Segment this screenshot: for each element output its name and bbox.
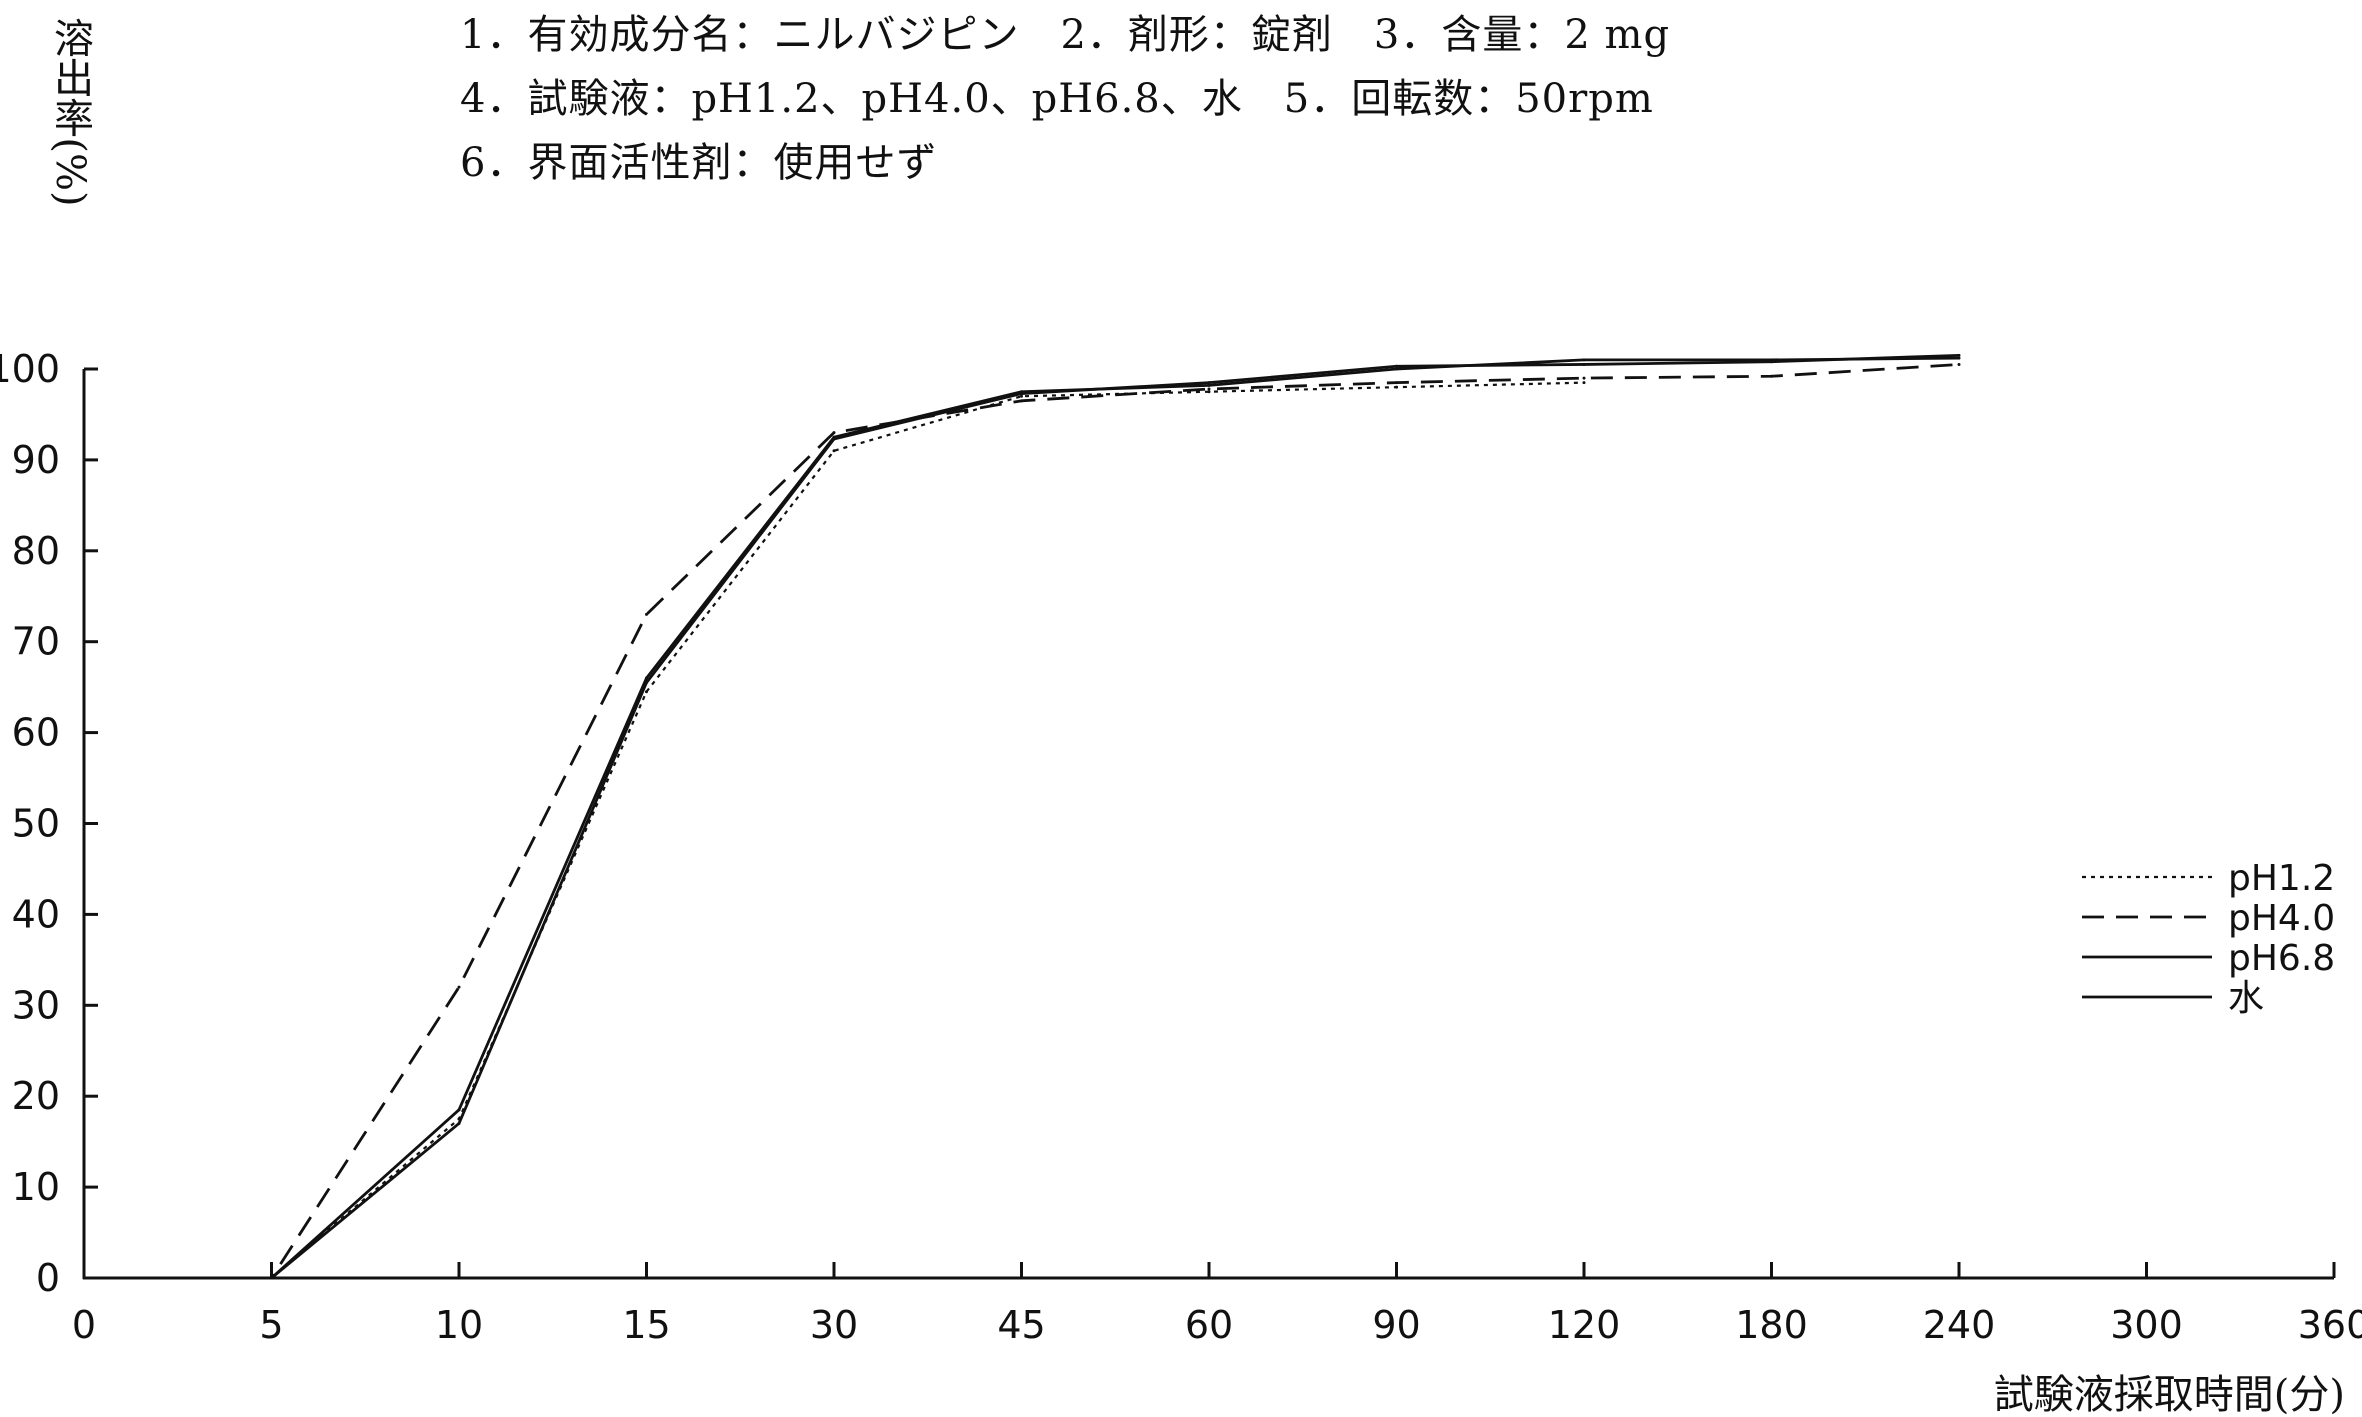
x-tick-label: 240 <box>1923 1303 1996 1347</box>
x-tick-label: 5 <box>259 1303 283 1347</box>
series-line-pH4.0 <box>84 363 1960 1280</box>
series-point <box>1582 376 1586 380</box>
series-point <box>645 690 648 694</box>
y-tick-label: 40 <box>12 892 60 936</box>
series-point <box>1020 392 1023 396</box>
x-tick-label: 30 <box>810 1303 858 1347</box>
series-point <box>832 437 836 441</box>
series-line-pH6.8 <box>84 356 1960 1280</box>
series-point <box>1207 387 1211 391</box>
series-point <box>1207 383 1211 387</box>
legend-label: pH1.2 <box>2228 858 2335 899</box>
y-tick-label: 20 <box>12 1074 60 1118</box>
x-axis-title: 試験液採取時間(分) <box>1994 1372 2345 1417</box>
chart-series <box>82 353 1961 1280</box>
series-point <box>1020 399 1023 403</box>
x-tick-label: 60 <box>1185 1303 1233 1347</box>
legend-label: 水 <box>2228 978 2264 1019</box>
x-tick-label: 120 <box>1548 1303 1621 1347</box>
series-point <box>457 985 461 989</box>
series-point <box>1395 385 1398 389</box>
x-tick-label: 0 <box>72 1303 96 1347</box>
series-point <box>1020 394 1023 398</box>
x-tick-label: 360 <box>2298 1303 2362 1347</box>
series-point <box>457 1108 461 1112</box>
series-point <box>1770 374 1773 378</box>
header-line-2: 4．試験液：pH1.2、pH4.0、pH6.8、水 5．回転数：50rpm <box>460 76 1654 122</box>
x-tick-label: 15 <box>622 1303 670 1347</box>
series-point <box>1957 356 1961 360</box>
series-point <box>1395 367 1398 371</box>
series-point <box>1957 353 1961 357</box>
header-line-3: 6．界面活性剤：使用せず <box>460 140 938 186</box>
series-point <box>832 431 836 435</box>
y-axis-title: 溶出率(%) <box>47 17 93 206</box>
series-point <box>1395 364 1398 368</box>
series-point <box>1207 390 1211 394</box>
series-line-水 <box>84 353 1960 1280</box>
x-tick-label: 90 <box>1372 1303 1420 1347</box>
series-point <box>645 612 648 616</box>
series-point <box>645 681 648 685</box>
y-tick-label: 10 <box>12 1165 60 1209</box>
series-point <box>1395 381 1398 385</box>
series-point <box>1582 362 1586 366</box>
chart-axes: 0 10 20 30 40 50 60 70 80 90 100 0 5 10 15 30 45 60 90 120 1… <box>0 347 2362 1347</box>
y-tick-label: 50 <box>12 802 60 846</box>
series-point <box>457 1121 461 1125</box>
series-point <box>645 676 648 680</box>
series-point <box>82 1276 86 1280</box>
series-point <box>832 449 836 453</box>
series-point <box>1957 362 1961 366</box>
series-point <box>1770 360 1773 364</box>
series-point <box>1582 381 1586 385</box>
series-line-pH1.2 <box>84 381 1585 1280</box>
y-tick-label: 0 <box>36 1256 60 1300</box>
x-tick-label: 45 <box>997 1303 1045 1347</box>
y-tick-label: 70 <box>12 620 60 664</box>
y-tick-label: 90 <box>12 438 60 482</box>
x-tick-label: 300 <box>2110 1303 2183 1347</box>
y-tick-label: 80 <box>12 529 60 573</box>
y-tick-label: 60 <box>12 711 60 755</box>
series-point <box>1582 358 1586 362</box>
header-line-1: 1．有効成分名：ニルバジピン 2．剤形：錠剤 3．含量：2 mg <box>460 12 1671 58</box>
series-point <box>1207 381 1211 385</box>
legend-label: pH6.8 <box>2228 938 2335 979</box>
legend-label: pH4.0 <box>2228 898 2335 939</box>
series-point <box>270 1276 273 1280</box>
x-tick-label: 10 <box>435 1303 483 1347</box>
y-tick-label: 30 <box>12 983 60 1027</box>
x-tick-label: 180 <box>1735 1303 1808 1347</box>
y-tick-label: 100 <box>0 347 60 391</box>
chart-titles: 試験液採取時間(分) 溶出率(%) <box>47 17 2345 1417</box>
